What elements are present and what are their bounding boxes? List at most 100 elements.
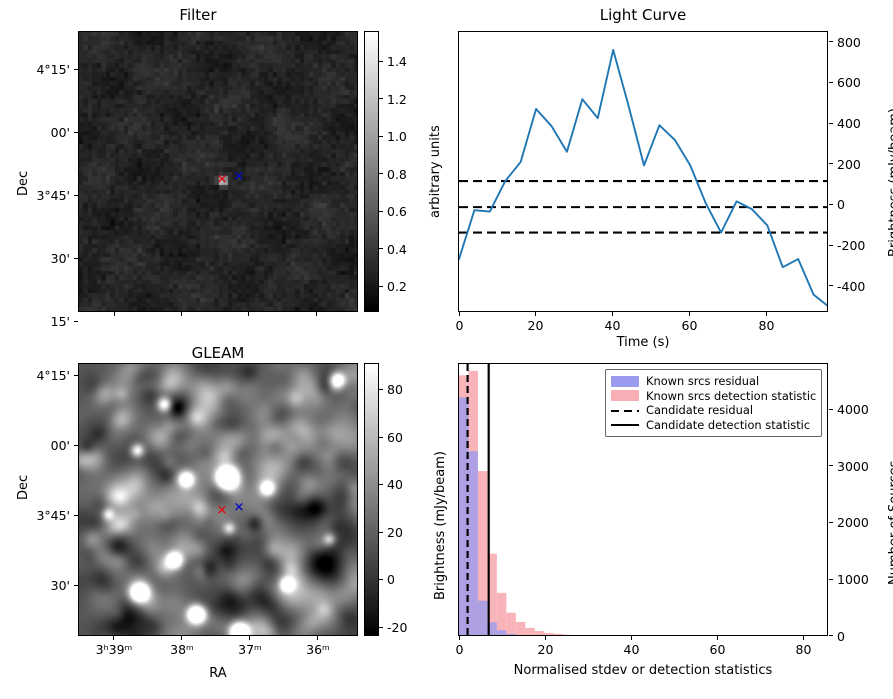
- filter-ytick-1: 00': [50, 125, 70, 140]
- gleam-xtick-mark: [249, 636, 251, 640]
- hist-xtick-label-80: 80: [795, 642, 812, 657]
- lc-ytick-mark: [829, 41, 833, 43]
- gleam-ytick-mark: [74, 514, 78, 516]
- hist-ytick-label-1000: 1000: [837, 572, 869, 587]
- known-source-marker-blue: ✕: [233, 169, 245, 185]
- filter-cbar-label-1.0: 1.0: [387, 129, 407, 144]
- filter-cbar-tick: [379, 210, 383, 212]
- gleam-cbar-tick: [379, 579, 383, 581]
- hist-xtick-label-40: 40: [623, 642, 640, 657]
- histogram-bar: [516, 635, 525, 636]
- lc-ytick-label-200: 200: [837, 156, 861, 172]
- filter-ytick-mark: [74, 320, 78, 322]
- filter-xtick-mark: [114, 312, 116, 316]
- histogram-plot: [459, 364, 582, 636]
- light-curve-title: Light Curve: [599, 6, 687, 24]
- gleam-ytick-0: 4°15': [36, 368, 70, 383]
- lc-xtick-label-0: 0: [455, 318, 464, 333]
- histogram-bar: [573, 635, 582, 636]
- light-curve-axes: [458, 31, 828, 312]
- hist-ytick-mark: [829, 578, 833, 580]
- light-curve-plot: [459, 48, 827, 307]
- histogram-bar: [544, 632, 554, 635]
- lc-ytick-label--200: -200: [837, 238, 866, 253]
- histogram-bar: [515, 621, 526, 635]
- histogram-bar: [553, 633, 564, 635]
- filter-ytick-mark: [74, 194, 78, 196]
- gleam-cbar-label-40: 40: [387, 477, 403, 493]
- histogram-bar: [477, 471, 488, 635]
- histogram-bar: [496, 630, 507, 635]
- lc-xtick-mark: [459, 312, 461, 316]
- gleam-ytick-1: 00': [50, 438, 70, 453]
- filter-ytick-mark: [74, 68, 78, 70]
- gleam-dec-axis-label: Dec: [16, 474, 31, 500]
- lc-xtick-label-60: 60: [681, 318, 698, 333]
- lc-ytick-label--400: -400: [837, 278, 866, 294]
- filter-xtick-mark: [181, 312, 183, 316]
- lc-ytick-mark: [829, 122, 833, 124]
- filter-cbar-label-1.2: 1.2: [387, 91, 407, 107]
- light-curve-yaxis-label: Brightness (mJy/beam): [887, 108, 893, 257]
- legend-swatch-residual-icon: [611, 375, 639, 387]
- legend-label: Known srcs residual: [646, 374, 760, 389]
- legend-item-known-srcs-residual: Known srcs residual: [611, 374, 815, 389]
- hist-xtick-mark: [459, 636, 461, 640]
- filter-cbar-tick: [379, 173, 383, 175]
- filter-cbar-label-0.8: 0.8: [387, 166, 407, 182]
- filter-cbar-tick: [379, 98, 383, 100]
- hist-ytick-mark: [829, 465, 833, 467]
- gleam-panel: GLEAM Dec 4°15' 00' 3°45' 30' 3ʰ39ᵐ 38ᵐ …: [0, 344, 448, 699]
- lc-xtick-label-80: 80: [758, 318, 775, 333]
- gleam-cbar-tick: [379, 484, 383, 486]
- filter-panel-title: Filter: [179, 6, 217, 24]
- hist-ytick-label-3000: 3000: [837, 458, 869, 474]
- lc-xtick-mark: [766, 312, 768, 316]
- hist-xtick-label-20: 20: [537, 642, 554, 657]
- lc-xtick-label-20: 20: [527, 318, 544, 333]
- legend-label: Candidate detection statistic: [646, 417, 811, 432]
- hist-xtick-mark: [803, 636, 805, 640]
- hist-xtick-mark: [631, 636, 633, 640]
- filter-ytick-mark: [74, 257, 78, 259]
- filter-ytick-3: 30': [50, 251, 70, 266]
- gleam-colorbar: [364, 363, 379, 636]
- hist-ytick-label-2000: 2000: [837, 515, 869, 531]
- candidate-marker-red: ✕: [216, 172, 228, 188]
- legend-item-candidate-residual: Candidate residual: [611, 403, 815, 418]
- legend-label: Candidate residual: [646, 403, 753, 418]
- hist-xtick-mark: [545, 636, 547, 640]
- hist-xtick-label-60: 60: [709, 642, 726, 657]
- lc-xtick-mark: [612, 312, 614, 316]
- lc-ytick-mark: [829, 81, 833, 83]
- filter-sky-image: [79, 32, 357, 311]
- filter-cbar-label-0.6: 0.6: [387, 204, 407, 219]
- filter-ytick-2: 3°45': [36, 188, 70, 203]
- lc-ytick-mark: [829, 204, 833, 206]
- histogram-bar: [563, 634, 573, 635]
- filter-ytick-mark: [74, 131, 78, 133]
- hist-xtick-mark: [717, 636, 719, 640]
- gleam-ytick-mark: [74, 444, 78, 446]
- filter-cbar-label-0.4: 0.4: [387, 241, 407, 257]
- legend-item-known-srcs-detection: Known srcs detection statistic: [611, 388, 817, 404]
- gleam-sky-image: [79, 364, 357, 635]
- hist-ytick-mark: [829, 635, 833, 637]
- gleam-xtick-mark: [113, 636, 115, 640]
- gleam-cbar-tick: [379, 626, 383, 628]
- filter-xtick-mark: [248, 312, 250, 316]
- histogram-bar: [534, 631, 545, 635]
- gleam-xtick-label-1: 38ᵐ: [170, 642, 194, 657]
- histogram-legend: Known srcs residual Known srcs detection…: [605, 369, 822, 437]
- histogram-series: [459, 397, 525, 636]
- legend-label: Known srcs detection statistic: [646, 388, 817, 403]
- legend-solid-line-icon: [611, 419, 639, 430]
- lc-ytick-label-800: 800: [837, 34, 861, 50]
- hist-ytick-mark: [829, 522, 833, 524]
- gleam-cbar-label-20: 20: [387, 524, 403, 540]
- legend-item-candidate-detection: Candidate detection statistic: [611, 418, 815, 433]
- gleam-ytick-mark: [74, 374, 78, 376]
- filter-ytick-4: 15': [50, 314, 70, 329]
- filter-cbar-label-1.4: 1.4: [387, 54, 407, 69]
- gleam-cbar-label-60: 60: [387, 429, 403, 445]
